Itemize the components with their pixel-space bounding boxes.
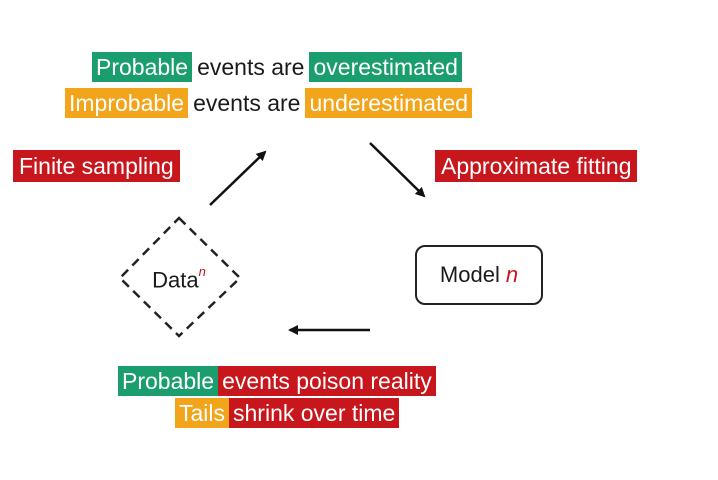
highlight-tails: Tails [175,398,230,428]
label-finite-sampling: Finite sampling [13,150,180,182]
model-node: Model n [415,245,543,305]
data-node-label: Datan [124,262,234,293]
top-line-probable: Probable events are overestimated [92,52,462,82]
highlight-shrink: shrink over time [229,398,400,428]
highlight-overestimated: overestimated [309,52,462,82]
data-node-diamond [118,216,242,338]
highlight-underestimated: underestimated [305,88,473,118]
model-label: Model [439,262,500,287]
data-label: Data [152,267,199,293]
model-suffix: n [505,262,519,287]
highlight-probable-bottom: Probable [118,366,219,396]
bottom-line-tails: Tails shrink over time [175,398,400,428]
highlight-probable: Probable [92,52,193,82]
data-superscript: n [198,264,206,279]
highlight-improbable: Improbable [65,88,189,118]
arrow-fitting [369,142,426,198]
top-line-improbable: Improbable events are underestimated [65,88,473,118]
bottom-line-probable: Probable events poison reality [118,366,436,396]
arrow-sampling [209,150,267,206]
text-events-are: events are [193,90,301,116]
text-events-are: events are [197,54,305,80]
highlight-poison-reality: events poison reality [218,366,436,396]
label-approximate-fitting: Approximate fitting [435,150,638,182]
